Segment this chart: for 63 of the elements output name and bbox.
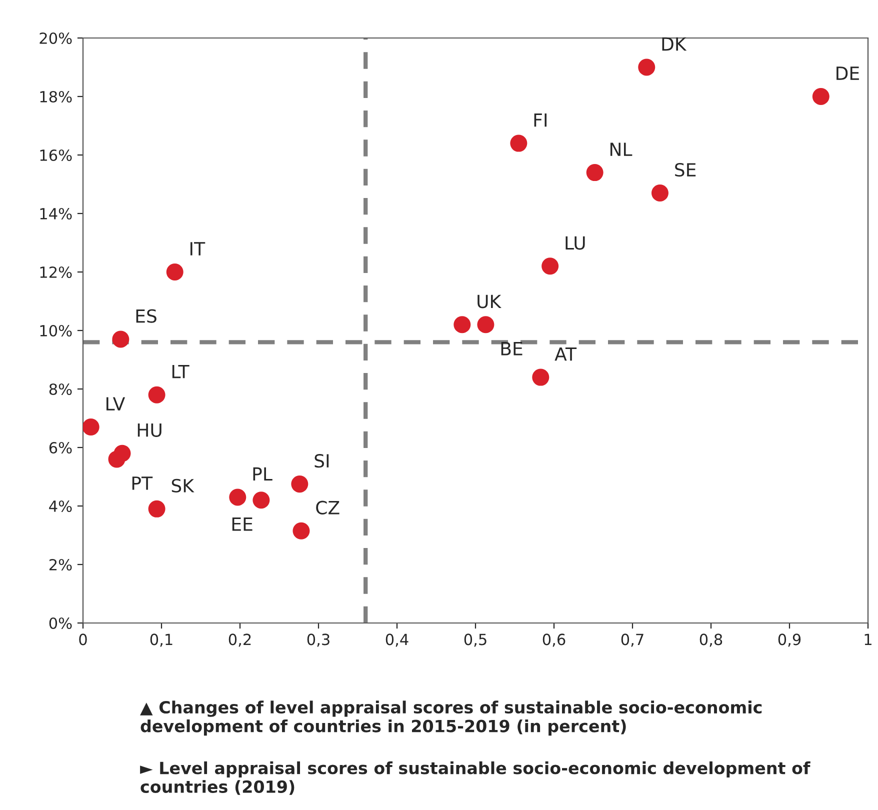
y-tick-label: 2% <box>49 558 72 571</box>
x-tick-label: 0,2 <box>228 634 251 647</box>
point <box>510 134 528 152</box>
point <box>532 368 550 386</box>
x-tick-label: 0 <box>79 634 87 646</box>
text: ► Level appraisal scores of sustainable socio-economic development of countries (2019) <box>140 761 810 795</box>
annotation: CZ <box>316 500 340 514</box>
point <box>812 88 830 106</box>
point <box>148 500 166 518</box>
annotation: EE <box>232 518 252 531</box>
y-tick-label: 4% <box>49 500 72 512</box>
annotation: DE <box>836 66 859 80</box>
y-tick-label: 16% <box>40 149 72 162</box>
point <box>108 450 126 468</box>
point <box>542 258 559 275</box>
point <box>454 316 471 334</box>
point <box>638 58 656 76</box>
annotation: PT <box>132 476 153 490</box>
annotation: FI <box>534 113 546 127</box>
x-tick-label: 1 <box>864 634 872 646</box>
annotation: HU <box>138 424 162 437</box>
point <box>477 316 494 334</box>
annotation: LT <box>172 365 190 378</box>
annotation: SI <box>314 454 329 468</box>
point <box>83 418 100 436</box>
point <box>292 522 310 540</box>
annotation: SK <box>172 478 194 493</box>
y-tick-label: 0% <box>49 617 72 630</box>
x-tick-label: 0,7 <box>621 634 644 647</box>
x-tick-label: 0,6 <box>542 634 566 647</box>
annotation: IT <box>190 242 206 256</box>
point <box>148 386 166 404</box>
annotation: DK <box>662 37 687 51</box>
x-tick-label: 0,3 <box>307 634 330 647</box>
y-tick-label: 14% <box>40 208 72 220</box>
annotation: PL <box>253 467 272 481</box>
y-tick-label: 6% <box>49 442 72 454</box>
x-tick-label: 0,9 <box>778 634 801 647</box>
annotation: LV <box>106 397 126 410</box>
y-tick-label: 10% <box>40 324 72 337</box>
point <box>252 492 270 509</box>
y-tick-label: 20% <box>40 32 72 44</box>
annotation: ES <box>136 309 156 323</box>
y-tick-label: 8% <box>49 383 72 396</box>
point <box>291 476 308 493</box>
text: ▲ Changes of level appraisal scores of sustainable socio-economic development of countries in 2015-2019 (in percent) <box>140 700 762 736</box>
x-tick-label: 0,1 <box>150 634 172 647</box>
annotation: NL <box>610 142 632 156</box>
point <box>229 488 246 506</box>
annotation: AT <box>554 347 577 361</box>
point <box>586 164 604 182</box>
point <box>166 263 184 281</box>
x-tick-label: 0,8 <box>700 634 722 647</box>
annotation: LU <box>566 236 585 250</box>
annotation: BE <box>501 342 522 356</box>
point <box>112 330 130 348</box>
y-tick-label: 12% <box>40 266 72 278</box>
y-tick-label: 18% <box>40 90 72 103</box>
x-tick-label: 0,4 <box>386 634 408 647</box>
annotation: SE <box>675 162 696 177</box>
point <box>651 184 668 202</box>
x-tick-label: 0,5 <box>464 634 486 647</box>
annotation: UK <box>478 294 502 308</box>
